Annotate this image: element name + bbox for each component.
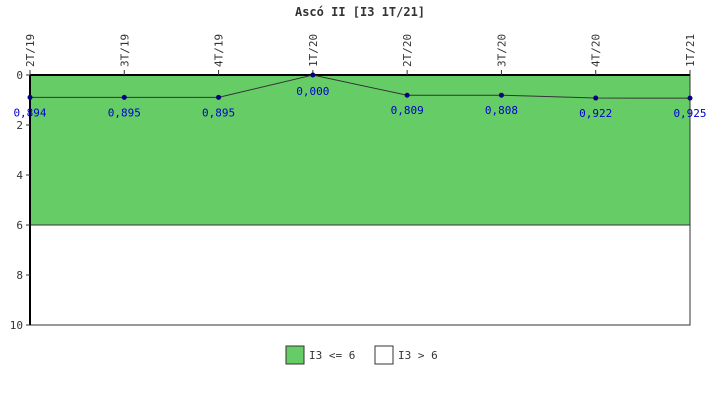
y-tick-label: 8 <box>16 269 23 282</box>
x-tick-label: 1T/21 <box>684 34 697 67</box>
data-label: 0,894 <box>13 106 46 119</box>
x-tick-label: 4T/20 <box>590 34 603 67</box>
y-tick-label: 0 <box>16 69 23 82</box>
series-line <box>29 74 691 99</box>
data-point <box>593 95 599 101</box>
x-tick-label: 4T/19 <box>213 34 226 67</box>
data-label: 0,895 <box>202 106 235 119</box>
y-tick-label: 10 <box>10 319 23 332</box>
y-axis: 0 2 4 6 8 10 <box>10 69 31 332</box>
x-tick-label: 3T/20 <box>495 34 508 67</box>
x-tick-label: 2T/19 <box>24 34 37 67</box>
legend: I3 <= 6 I3 > 6 <box>285 345 438 365</box>
data-point <box>404 92 410 98</box>
x-tick-label: 1T/20 <box>307 34 320 67</box>
data-point <box>216 94 222 100</box>
chart-title: Ascó II [I3 1T/21] <box>295 5 425 19</box>
x-axis: 2T/19 3T/19 4T/19 1T/20 2T/20 3T/20 4T/20 1T/21 <box>24 34 697 76</box>
data-label: 0,808 <box>485 104 518 117</box>
x-tick-label: 3T/19 <box>118 34 131 67</box>
band-1 <box>29 224 691 326</box>
data-point <box>27 94 33 100</box>
threshold-bands <box>29 74 691 326</box>
legend-label-1: I3 > 6 <box>398 349 438 362</box>
data-label: 0,000 <box>296 85 329 98</box>
legend-swatch-0 <box>285 345 305 365</box>
data-point <box>498 92 504 98</box>
data-series: 0,894 0,895 0,895 0,000 0,809 0,808 0,922 0,925 <box>13 72 707 120</box>
data-label: 0,925 <box>673 107 706 120</box>
legend-swatch-1 <box>374 345 394 365</box>
y-tick-label: 4 <box>16 169 23 182</box>
data-point <box>687 95 693 101</box>
data-label: 0,895 <box>108 106 141 119</box>
data-point <box>121 94 127 100</box>
data-label: 0,809 <box>391 104 424 117</box>
data-label: 0,922 <box>579 107 612 120</box>
y-tick-label: 6 <box>16 219 23 232</box>
legend-label-0: I3 <= 6 <box>309 349 355 362</box>
band-0 <box>29 74 691 226</box>
x-tick-label: 2T/20 <box>401 34 414 67</box>
y-tick-label: 2 <box>16 119 23 132</box>
data-point <box>310 72 316 78</box>
